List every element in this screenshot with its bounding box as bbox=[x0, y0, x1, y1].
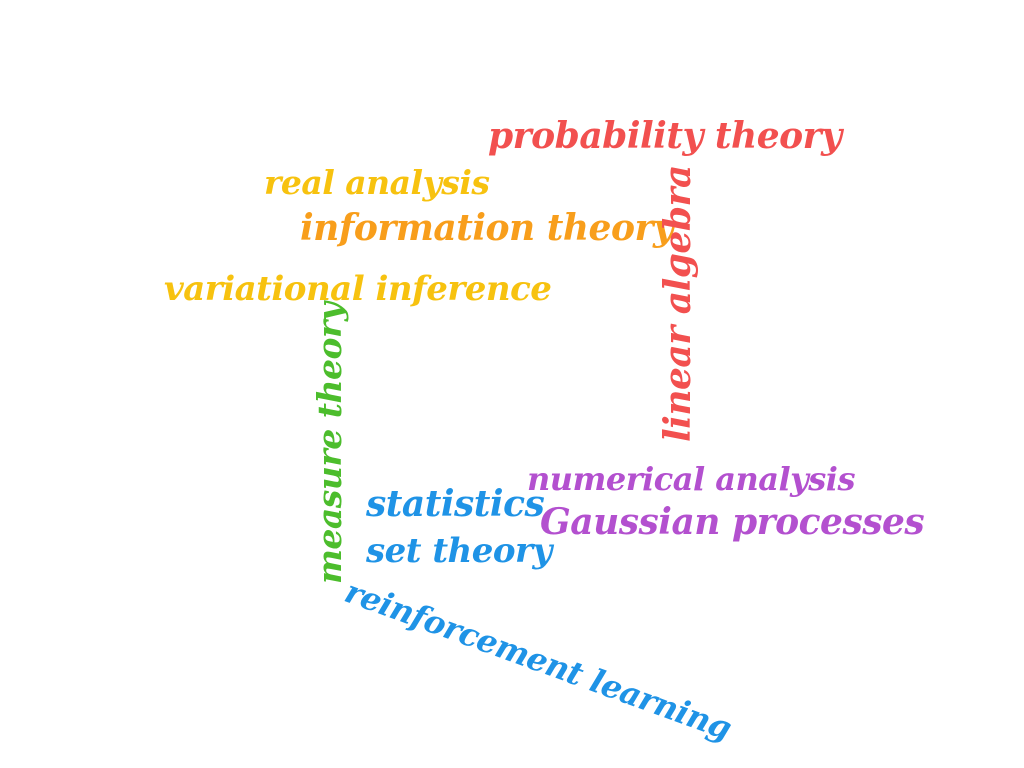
word-probability-theory: probability theory bbox=[488, 115, 842, 157]
word-variational-inference: variational inference bbox=[164, 269, 552, 309]
word-real-analysis: real analysis bbox=[264, 163, 490, 202]
word-reinforcement-learning: reinforcement learning bbox=[340, 572, 737, 748]
word-information-theory: information theory bbox=[300, 207, 674, 249]
word-set-theory: set theory bbox=[366, 531, 552, 571]
word-gaussian-processes: Gaussian processes bbox=[540, 501, 925, 543]
word-measure-theory: measure theory bbox=[310, 302, 349, 584]
word-statistics: statistics bbox=[366, 483, 545, 525]
word-linear-algebra: linear algebra bbox=[657, 165, 699, 442]
word-numerical-analysis: numerical analysis bbox=[527, 460, 855, 498]
